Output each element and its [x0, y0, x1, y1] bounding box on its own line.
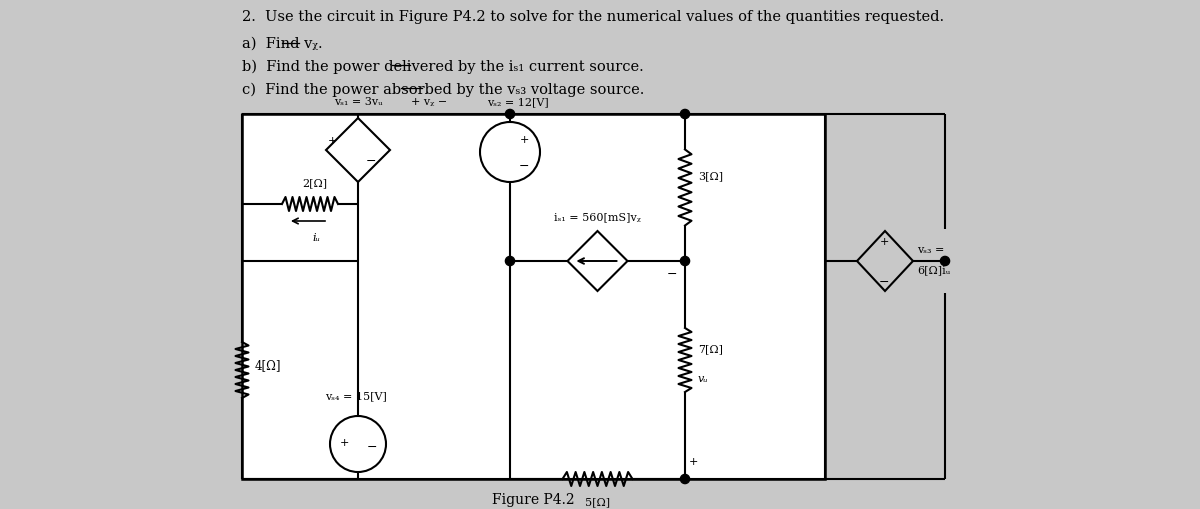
Text: vₛ₂ = 12[V]: vₛ₂ = 12[V] [487, 97, 548, 107]
Text: −: − [667, 267, 677, 280]
Text: 6[Ω]iᵤ: 6[Ω]iᵤ [917, 265, 950, 274]
Text: b)  Find the power delivered by the iₛ₁ current source.: b) Find the power delivered by the iₛ₁ c… [242, 60, 643, 74]
Text: vᵤ: vᵤ [698, 373, 709, 383]
Text: +: + [520, 135, 529, 145]
Circle shape [505, 110, 515, 120]
Circle shape [680, 110, 690, 120]
Text: 5[Ω]: 5[Ω] [584, 496, 610, 506]
Text: 7[Ω]: 7[Ω] [698, 344, 722, 353]
Text: a)  Find vᵪ.: a) Find vᵪ. [242, 37, 323, 51]
Text: +: + [880, 237, 889, 246]
Text: + vᵪ −: + vᵪ − [410, 97, 448, 107]
Text: c)  Find the power absorbed by the vₛ₃ voltage source.: c) Find the power absorbed by the vₛ₃ vo… [242, 83, 644, 97]
Text: −: − [878, 275, 889, 288]
Text: −: − [518, 159, 529, 172]
Text: vₛ₄ = 15[V]: vₛ₄ = 15[V] [325, 390, 386, 400]
Text: 3[Ω]: 3[Ω] [698, 171, 724, 181]
Text: 4[Ω]: 4[Ω] [254, 359, 282, 372]
Text: +: + [328, 136, 337, 146]
Text: Figure P4.2: Figure P4.2 [492, 492, 575, 506]
Text: +: + [340, 437, 349, 447]
Circle shape [680, 257, 690, 266]
Circle shape [505, 257, 515, 266]
Circle shape [941, 257, 949, 266]
Bar [242, 115, 826, 479]
Text: iᵤ: iᵤ [312, 233, 320, 242]
Text: vₛ₁ = 3vᵤ: vₛ₁ = 3vᵤ [334, 97, 383, 107]
Text: +: + [689, 456, 697, 466]
Text: −: − [367, 440, 377, 453]
Text: 2[Ω]: 2[Ω] [302, 178, 328, 188]
Circle shape [680, 474, 690, 484]
Text: 2.  Use the circuit in Figure P4.2 to solve for the numerical values of the quan: 2. Use the circuit in Figure P4.2 to sol… [242, 10, 944, 24]
Text: iₛ₁ = 560[mS]vᵪ: iₛ₁ = 560[mS]vᵪ [554, 212, 641, 221]
Text: vₛ₃ =: vₛ₃ = [917, 244, 944, 254]
Text: −: − [366, 154, 377, 167]
